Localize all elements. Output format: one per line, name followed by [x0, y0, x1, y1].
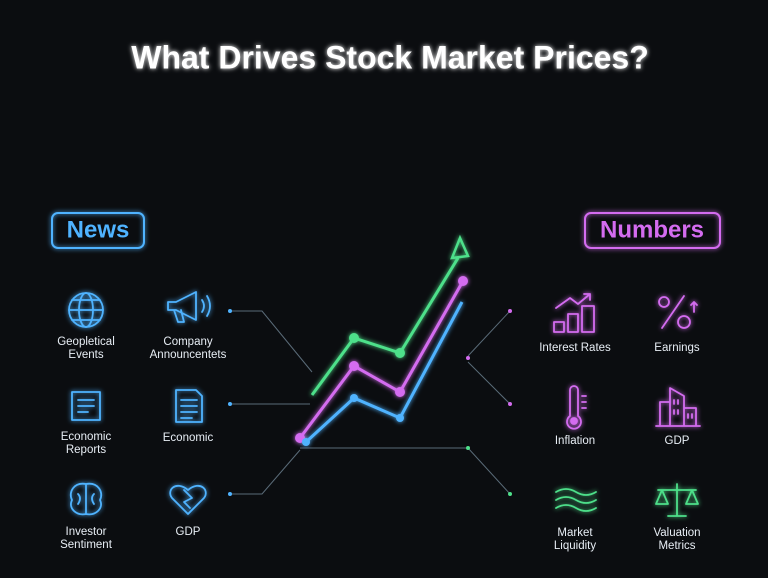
- point: [349, 333, 359, 343]
- item-label: Inflation: [555, 435, 595, 447]
- blue-line: [304, 301, 464, 444]
- thermometer-icon: [566, 385, 587, 430]
- item-label: GDP: [176, 526, 201, 538]
- item-label: Geopletical: [57, 336, 115, 348]
- numbers-label: Numbers: [600, 216, 704, 243]
- item-label: Market: [557, 527, 593, 539]
- item-label: Earnings: [654, 342, 700, 354]
- dot: [228, 309, 232, 313]
- item-label: Economic: [61, 431, 112, 443]
- item-label: Sentiment: [60, 539, 113, 551]
- item-label: GDP: [665, 435, 690, 447]
- connector: [467, 361, 511, 405]
- document-icon: [175, 389, 203, 423]
- buildings-icon: [655, 387, 701, 427]
- news-box: [51, 212, 145, 249]
- percent-icon: [658, 295, 698, 329]
- item-label: Announcentets: [150, 349, 227, 361]
- title: What Drives Stock Market Prices?: [131, 39, 649, 75]
- point: [458, 276, 468, 286]
- globe-icon: [68, 292, 104, 328]
- connector: [230, 310, 313, 373]
- waves-icon: [555, 488, 597, 512]
- arrow-head: [450, 234, 470, 260]
- point: [396, 414, 404, 422]
- green-line: [310, 257, 460, 396]
- dot: [508, 402, 512, 406]
- bar-chart-icon: [553, 293, 595, 333]
- news-icons: [68, 291, 211, 516]
- point: [395, 348, 405, 358]
- heart-icon: [169, 485, 207, 515]
- numbers-icons: [553, 293, 701, 517]
- item-label: Interest Rates: [539, 342, 611, 354]
- connectors: [228, 309, 512, 496]
- connector: [467, 310, 511, 357]
- pink-line: [298, 280, 465, 439]
- dot: [228, 402, 232, 406]
- trend-graphic: [295, 234, 470, 446]
- point: [395, 387, 405, 397]
- item-label: Liquidity: [554, 540, 596, 552]
- news-label: News: [67, 216, 130, 243]
- point: [349, 361, 359, 371]
- scroll-icon: [71, 391, 101, 421]
- dot: [508, 492, 512, 496]
- numbers-box: [584, 212, 721, 249]
- item-label: Investor: [66, 526, 107, 538]
- item-label: Economic: [163, 432, 214, 444]
- point: [302, 438, 310, 446]
- megaphone-icon: [167, 291, 211, 323]
- scale-icon: [655, 483, 699, 517]
- item-label: Metrics: [658, 540, 695, 552]
- dot: [508, 309, 512, 313]
- item-label: Valuation: [653, 527, 700, 539]
- dot: [228, 492, 232, 496]
- brain-icon: [69, 482, 103, 516]
- item-label: Reports: [66, 444, 107, 456]
- item-label: Events: [68, 349, 103, 361]
- item-label: Company: [163, 336, 212, 348]
- point: [350, 394, 358, 402]
- dot: [466, 356, 470, 360]
- dot: [466, 446, 470, 450]
- connector: [230, 449, 301, 495]
